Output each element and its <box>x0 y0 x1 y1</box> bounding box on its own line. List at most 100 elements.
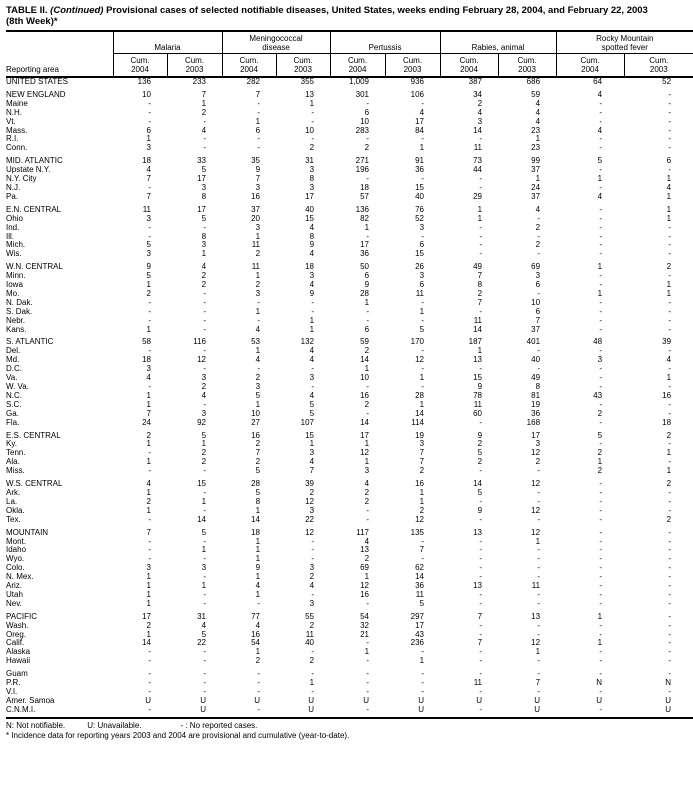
value-cell: 4 <box>666 182 672 192</box>
value-cell: - <box>668 271 672 281</box>
value-cell: U <box>624 705 693 719</box>
table-row: D.C. 3 - - - 1 - - - - - <box>6 364 693 374</box>
value-cell: - <box>668 620 672 630</box>
value-cell: 4 <box>201 390 207 400</box>
value-cell: 69 <box>360 563 370 573</box>
value-cell: 3 <box>146 213 151 223</box>
reporting-area-cell: Oreg. <box>6 629 27 639</box>
value-cell: 19 <box>415 430 425 440</box>
value-cell: 13 <box>360 545 370 555</box>
table-row-region-total: NEW ENGLAND 10 7 7 13 301 106 34 59 4 - <box>6 87 693 100</box>
value-cell: 7 <box>146 527 151 537</box>
reporting-area-cell: Calif. <box>6 638 25 648</box>
value-cell: - <box>148 182 151 192</box>
value-cell: 16 <box>251 430 261 440</box>
value-cell: 1 <box>597 174 603 184</box>
value-cell: - <box>203 487 207 497</box>
footnote-u: U: Unavailable. <box>87 720 142 730</box>
value-cell: 28 <box>360 288 370 298</box>
value-cell: 3 <box>309 271 315 281</box>
table-row: Mass. 6 4 6 10 283 84 14 23 4 - <box>6 126 693 136</box>
value-cell: 5 <box>201 430 207 440</box>
reporting-area-cell: Tex. <box>6 514 21 524</box>
value-cell: - <box>537 656 541 666</box>
value-cell: 12 <box>360 448 370 458</box>
value-cell: 1 <box>309 315 315 325</box>
value-cell: - <box>311 687 315 696</box>
value-cell: - <box>599 98 603 108</box>
value-cell: 17 <box>142 611 151 621</box>
value-cell: - <box>479 466 483 476</box>
value-cell: 36 <box>415 165 425 175</box>
value-cell: - <box>421 134 425 144</box>
reporting-area-cell: E.N. CENTRAL <box>6 204 62 214</box>
value-cell: 40 <box>305 204 315 214</box>
value-cell: - <box>148 687 151 696</box>
value-cell: U <box>476 695 483 705</box>
reporting-area-cell: E.S. CENTRAL <box>6 430 61 440</box>
value-cell: - <box>203 589 207 599</box>
value-cell: 6 <box>364 107 370 117</box>
reporting-area-cell: Wis. <box>6 249 22 259</box>
value-cell: 5 <box>255 466 261 476</box>
value-cell: 117 <box>356 527 370 537</box>
value-cell: 2 <box>364 487 370 497</box>
value-cell: - <box>203 324 207 334</box>
value-cell: 12 <box>360 581 370 591</box>
value-cell: 6 <box>535 280 541 290</box>
value-cell: 17 <box>415 620 425 630</box>
value-cell: - <box>479 554 483 564</box>
value-cell: 16 <box>662 390 672 400</box>
value-cell: - <box>599 598 603 608</box>
value-cell: 4 <box>201 620 207 630</box>
table-row: La. 2 1 8 12 2 1 - - - - <box>6 497 693 507</box>
value-cell: 55 <box>305 611 315 621</box>
value-cell: 3 <box>535 271 541 281</box>
value-cell: - <box>479 687 483 696</box>
table-row: Upstate N.Y. 4 5 9 3 196 36 44 37 - - <box>6 165 693 175</box>
value-cell: - <box>668 346 672 356</box>
table-row: Ga. 7 3 10 5 - 14 60 36 2 - <box>6 408 693 419</box>
value-cell: 1 <box>255 572 261 582</box>
value-cell: 135 <box>410 527 425 537</box>
value-cell: 48 <box>593 337 603 347</box>
value-cell: 3 <box>309 373 315 383</box>
table-title-rest: Provisional cases of selected notifiable… <box>106 5 648 16</box>
value-cell: 2 <box>146 620 151 630</box>
value-cell: 1 <box>666 466 672 476</box>
value-cell: 1 <box>309 439 315 449</box>
value-cell: - <box>599 487 603 497</box>
reporting-area-cell: MID. ATLANTIC <box>6 156 63 166</box>
value-cell: 7 <box>146 408 151 418</box>
value-cell: 11 <box>473 315 483 325</box>
table-body: UNITED STATES 136 233 282 355 1,009 936 387 686 6… <box>6 77 693 719</box>
value-cell: 7 <box>477 297 483 307</box>
value-cell: 2 <box>255 457 261 467</box>
value-cell: 116 <box>193 337 207 347</box>
value-cell: - <box>148 448 151 458</box>
value-cell: 1 <box>419 143 425 153</box>
value-cell: U <box>167 705 223 719</box>
reporting-area-cell: V.I. <box>6 687 18 696</box>
value-cell: 15 <box>473 373 483 383</box>
reporting-area-cell: Ga. <box>6 408 19 418</box>
value-cell: 3 <box>597 355 603 365</box>
value-cell: 2 <box>309 620 315 630</box>
value-cell: 20 <box>251 213 261 223</box>
value-cell: - <box>148 647 151 657</box>
value-cell: - <box>311 107 315 117</box>
table-row: W. Va. - 2 3 - - - 9 8 - - <box>6 382 693 392</box>
value-cell: 4 <box>309 280 315 290</box>
value-cell: 8 <box>477 280 483 290</box>
value-cell: - <box>668 439 672 449</box>
reporting-area-cell: W.S. CENTRAL <box>6 479 63 489</box>
value-cell: 26 <box>415 262 425 272</box>
value-cell: - <box>203 572 207 582</box>
table-row: Fla. 24 92 27 107 14 114 - 168 - 18 <box>6 417 693 428</box>
value-cell: - <box>479 417 483 427</box>
value-cell: - <box>203 536 207 546</box>
value-cell: - <box>148 656 151 666</box>
value-cell: - <box>203 306 207 316</box>
value-cell: - <box>668 638 672 648</box>
value-cell: - <box>203 554 207 564</box>
